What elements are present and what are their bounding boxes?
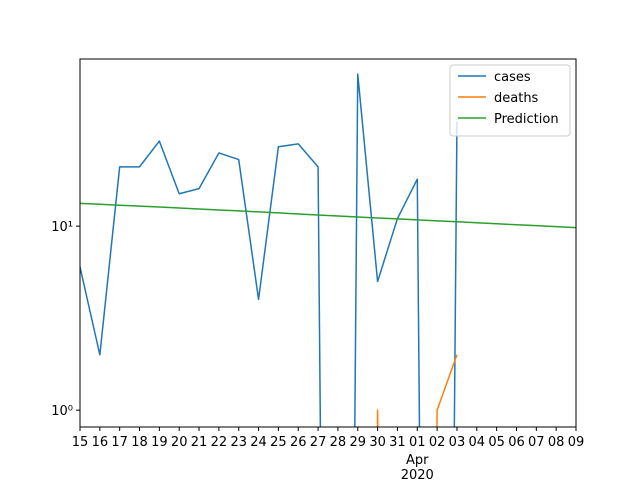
x-tick-label: 28 xyxy=(330,435,347,450)
x-tick-label: 31 xyxy=(389,435,406,450)
x-tick-label: 07 xyxy=(528,435,545,450)
x-tick-label: 19 xyxy=(151,435,168,450)
axes-frame xyxy=(79,58,577,428)
x-tick-label: 18 xyxy=(131,435,148,450)
x-tick-label: 25 xyxy=(270,435,287,450)
x-tick-label: 24 xyxy=(250,435,267,450)
y-tick-label: 10¹ xyxy=(51,220,73,235)
x-tick-label: 01 xyxy=(409,435,426,450)
x-sublabel: 2020 xyxy=(401,468,434,480)
x-tick-label: 23 xyxy=(230,435,247,450)
x-tick-label: 06 xyxy=(508,435,525,450)
x-tick-label: 22 xyxy=(211,435,228,450)
x-tick-label: 03 xyxy=(449,435,466,450)
axes: 10⁰ 10¹ 15 16 17 18 19 20 21 22 23 24 25 26 27 28 29 30 31… xyxy=(51,220,584,480)
x-tick-label: 30 xyxy=(369,435,386,450)
x-tick-label: 08 xyxy=(548,435,565,450)
y-tick-label: 10⁰ xyxy=(51,404,73,419)
x-tick-label: 26 xyxy=(290,435,307,450)
series-line xyxy=(80,73,458,427)
x-tick-label: 21 xyxy=(191,435,208,450)
x-tick-label: 27 xyxy=(310,435,327,450)
x-tick-label: 15 xyxy=(72,435,89,450)
x-sublabel: Apr xyxy=(406,453,429,468)
legend-label: cases xyxy=(494,70,531,85)
x-tick-label: 29 xyxy=(349,435,366,450)
x-tick-label: 16 xyxy=(92,435,109,450)
x-tick-label: 20 xyxy=(171,435,188,450)
x-tick-label: 17 xyxy=(111,435,128,450)
legend-label: Prediction xyxy=(494,112,559,127)
x-tick-label: 09 xyxy=(568,435,585,450)
series-line xyxy=(80,202,576,229)
plot-area xyxy=(80,73,576,427)
x-tick-label: 05 xyxy=(488,435,505,450)
x-tick-label: 04 xyxy=(469,435,486,450)
legend-label: deaths xyxy=(494,91,539,106)
legend: cases deaths Prediction xyxy=(449,64,571,137)
x-tick-label: 02 xyxy=(429,435,446,450)
